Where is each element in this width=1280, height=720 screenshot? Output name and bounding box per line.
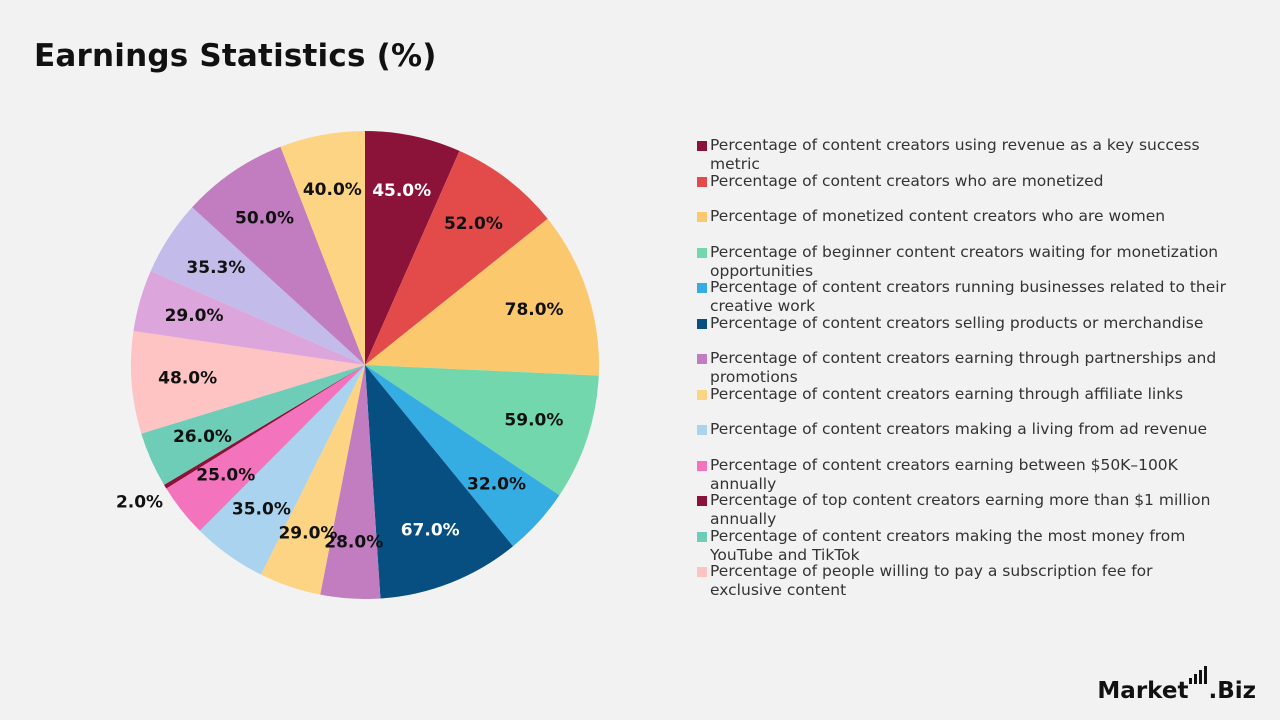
legend-item: Percentage of top content creators earni…	[697, 491, 1227, 528]
pie-slice	[365, 365, 560, 547]
pie-slice	[365, 218, 599, 376]
legend-label: Percentage of content creators making th…	[710, 526, 1186, 564]
slice-data-label: 50.0%	[235, 208, 294, 228]
legend-label: Percentage of content creators earning b…	[710, 455, 1178, 493]
legend-label: Percentage of content creators selling p…	[710, 313, 1204, 332]
legend-label: Percentage of content creators making a …	[710, 420, 1208, 438]
legend-swatch	[697, 531, 707, 542]
brand-name: Market	[1097, 678, 1189, 704]
legend-swatch	[697, 425, 707, 435]
slice-data-label: 35.3%	[186, 258, 245, 278]
legend-item: Percentage of content creators who are m…	[697, 172, 1227, 208]
brand-logo: Market .Biz	[1097, 666, 1256, 704]
chart-legend: Percentage of content creators using rev…	[697, 136, 1227, 599]
pie-slice	[164, 365, 365, 489]
legend-swatch	[697, 318, 707, 329]
brand-suffix: .Biz	[1208, 678, 1256, 704]
pie-slice	[280, 131, 365, 365]
pie-slice	[261, 365, 365, 595]
legend-label: Percentage of top content creators earni…	[710, 491, 1211, 528]
legend-item: Percentage of content creators earning b…	[697, 455, 1227, 493]
legend-swatch	[697, 283, 707, 293]
legend-item: Percentage of content creators earning t…	[697, 349, 1227, 386]
legend-item: Percentage of content creators making th…	[697, 526, 1227, 564]
slice-data-label: 67.0%	[401, 520, 460, 540]
legend-swatch	[697, 176, 707, 187]
legend-swatch	[697, 212, 707, 222]
pie-slice	[166, 365, 365, 531]
slice-data-label: 2.0%	[116, 492, 163, 512]
pie-slice	[141, 365, 365, 485]
pie-slice	[320, 365, 381, 600]
pie-slice	[365, 365, 514, 599]
pie-slice	[192, 146, 365, 365]
slice-data-label: 52.0%	[444, 214, 503, 234]
legend-swatch	[697, 141, 707, 151]
legend-item: Percentage of content creators using rev…	[697, 136, 1227, 173]
pie-slice	[365, 131, 460, 365]
legend-label: Percentage of content creators running b…	[710, 278, 1226, 315]
legend-swatch	[697, 247, 707, 258]
legend-swatch	[697, 496, 707, 506]
legend-label: Percentage of content creators using rev…	[710, 136, 1200, 173]
legend-swatch	[697, 567, 707, 577]
legend-label: Percentage of content creators earning t…	[710, 349, 1217, 386]
slice-data-label: 40.0%	[303, 180, 362, 200]
legend-item: Percentage of monetized content creators…	[697, 207, 1227, 243]
legend-item: Percentage of content creators earning t…	[697, 385, 1227, 421]
slice-data-label: 35.0%	[232, 500, 291, 520]
legend-label: Percentage of content creators earning t…	[710, 384, 1184, 403]
slice-data-label: 45.0%	[372, 181, 431, 201]
slice-data-label: 25.0%	[196, 466, 255, 486]
legend-item: Percentage of beginner content creators …	[697, 242, 1227, 280]
chart-title: Earnings Statistics (%)	[34, 38, 437, 74]
slice-data-label: 29.0%	[278, 523, 337, 543]
pie-slice	[365, 365, 599, 496]
legend-swatch	[697, 389, 707, 400]
slice-data-label: 32.0%	[467, 475, 526, 495]
legend-item: Percentage of content creators running b…	[697, 278, 1227, 315]
slice-data-label: 78.0%	[505, 300, 564, 320]
pie-slice	[150, 207, 365, 365]
legend-item: Percentage of content creators selling p…	[697, 314, 1227, 350]
pie-slice	[133, 270, 365, 365]
legend-label: Percentage of content creators who are m…	[710, 171, 1104, 190]
slice-data-label: 26.0%	[173, 427, 232, 447]
slice-data-label: 48.0%	[158, 368, 217, 388]
slice-data-label: 28.0%	[324, 532, 383, 552]
pie-slice	[130, 331, 365, 434]
legend-item: Percentage of content creators making a …	[697, 420, 1227, 456]
slice-data-label: 59.0%	[504, 411, 563, 431]
slice-data-label: 29.0%	[165, 306, 224, 326]
legend-label: Percentage of monetized content creators…	[710, 207, 1166, 225]
pie-slice	[199, 365, 365, 575]
pie-slice	[365, 150, 548, 365]
legend-label: Percentage of beginner content creators …	[710, 242, 1219, 280]
legend-swatch	[697, 354, 707, 364]
legend-item: Percentage of people willing to pay a su…	[697, 562, 1227, 599]
legend-label: Percentage of people willing to pay a su…	[710, 562, 1153, 599]
legend-swatch	[697, 460, 707, 471]
